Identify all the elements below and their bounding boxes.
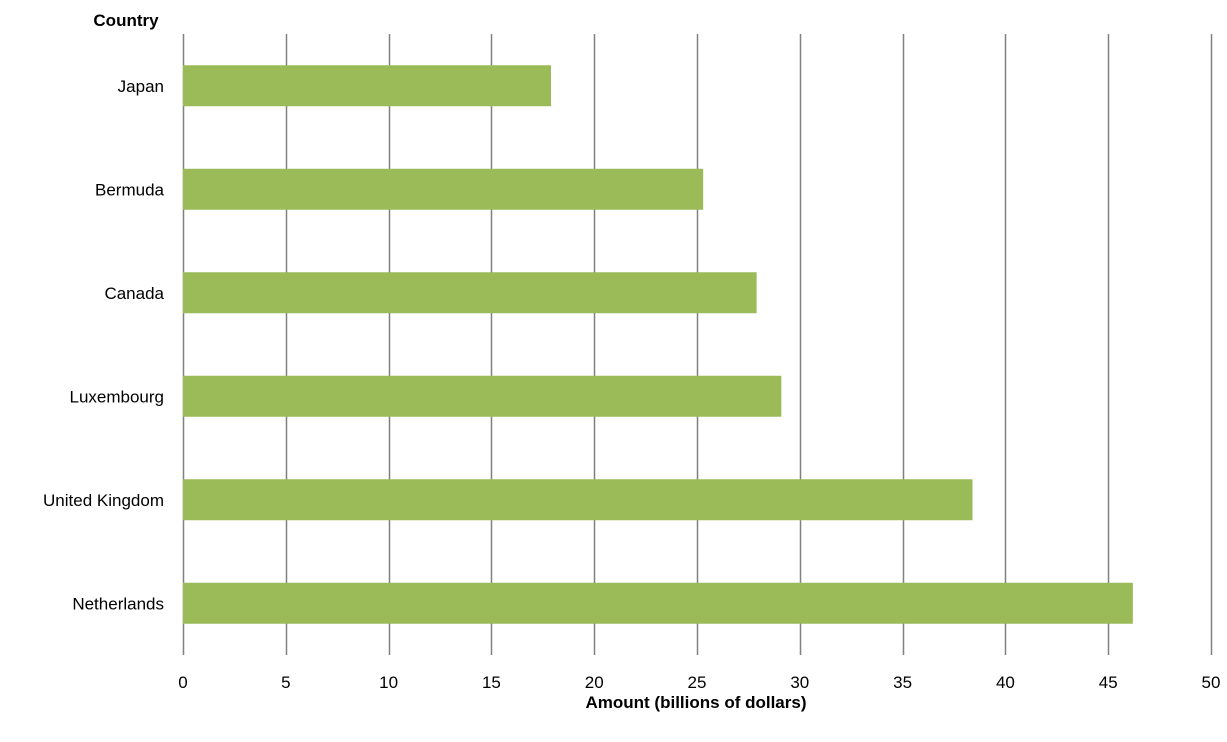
bars bbox=[183, 65, 1133, 624]
x-tick-label-6: 30 bbox=[790, 673, 809, 692]
x-tick-label-7: 35 bbox=[893, 673, 912, 692]
x-tick-label-5: 25 bbox=[688, 673, 707, 692]
category-labels: Japan Bermuda Canada Luxembourg United Kingd… bbox=[43, 77, 165, 614]
category-label-canada: Canada bbox=[104, 284, 164, 303]
bar-canada bbox=[183, 272, 757, 314]
x-tick-label-0: 0 bbox=[178, 673, 187, 692]
category-label-netherlands: Netherlands bbox=[72, 594, 164, 613]
category-label-bermuda: Bermuda bbox=[95, 180, 165, 199]
x-tick-label-4: 20 bbox=[585, 673, 604, 692]
y-axis-title: Country bbox=[93, 11, 159, 30]
x-tick-label-10: 50 bbox=[1202, 673, 1221, 692]
x-axis-title: Amount (billions of dollars) bbox=[586, 693, 807, 712]
category-label-japan: Japan bbox=[118, 77, 164, 96]
x-tick-label-9: 45 bbox=[1099, 673, 1118, 692]
x-tick-label-8: 40 bbox=[996, 673, 1015, 692]
bar-bermuda bbox=[183, 168, 704, 210]
x-tick-label-2: 10 bbox=[379, 673, 398, 692]
category-label-luxembourg: Luxembourg bbox=[69, 387, 164, 406]
bar-netherlands bbox=[183, 582, 1133, 624]
x-tick-label-1: 5 bbox=[281, 673, 290, 692]
bar-united-kingdom bbox=[183, 479, 973, 521]
x-tick-labels: 0 5 10 15 20 25 30 35 40 45 50 bbox=[178, 673, 1220, 692]
bar-luxembourg bbox=[183, 375, 782, 417]
x-tick-label-3: 15 bbox=[482, 673, 501, 692]
category-label-united-kingdom: United Kingdom bbox=[43, 491, 164, 510]
bar-japan bbox=[183, 65, 552, 107]
gridlines bbox=[182, 34, 1213, 655]
